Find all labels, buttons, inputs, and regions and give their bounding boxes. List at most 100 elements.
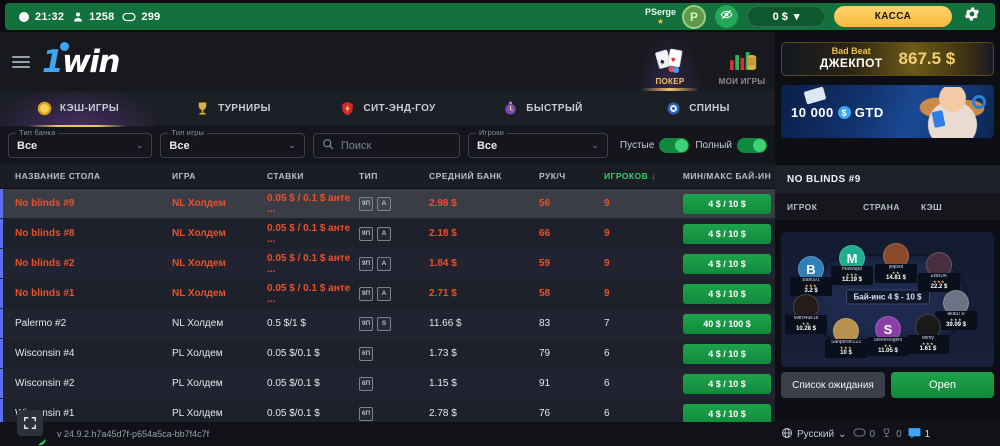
table-row[interactable]: Wisconsin #1 PL Холдем 0.05 $/0.1 $ 6П 2.78 …: [0, 399, 775, 422]
col-header-bank[interactable]: СРЕДНИЙ БАНК: [429, 171, 502, 181]
cell-stakes: 0.05 $ / 0.1 $ анте ...: [267, 282, 351, 305]
seat-rating: ★★★: [845, 271, 859, 277]
brand-logo[interactable]: 1win: [42, 41, 120, 80]
seat-stack: 12.19 $: [841, 276, 863, 283]
nav-tab-my-games[interactable]: МОИ ИГРЫ: [709, 32, 775, 91]
cell-players: 7: [604, 318, 610, 329]
tab-cash-games-label: КЭШ-ИГРЫ: [59, 103, 120, 114]
user-icon: [72, 11, 84, 23]
avatar[interactable]: P: [682, 4, 706, 29]
open-tables-counter[interactable]: 0: [852, 427, 875, 441]
hide-balance-button[interactable]: [715, 5, 738, 28]
seat-stack: 22.2 $: [930, 283, 948, 290]
bank-type-select[interactable]: Тип банка Все ⌄: [8, 128, 153, 158]
buyin-button[interactable]: 40 $ / 100 $: [683, 313, 771, 334]
waiting-list-button[interactable]: Список ожидания: [781, 372, 885, 398]
col-header-game[interactable]: ИГРА: [172, 171, 196, 181]
search-input[interactable]: Поиск: [312, 133, 460, 158]
col-header-stakes[interactable]: СТАВКИ: [267, 171, 304, 181]
table-row[interactable]: Palermo #2 NL Холдем 0.5 $/1 $ 9П S 11.66 $ 83…: [0, 309, 775, 339]
empty-toggle[interactable]: [659, 138, 690, 153]
table-row[interactable]: No blinds #1 NL Холдем 0.05 $ / 0.1 $ анте…: [0, 279, 775, 309]
players-filter-select[interactable]: Игроки Все ⌄: [467, 128, 608, 158]
tab-spins[interactable]: СПИНЫ: [620, 91, 775, 127]
game-type-select[interactable]: Тип игры Все ⌄: [160, 128, 305, 158]
nav-tab-poker[interactable]: ♠ ♥ ПОКЕР: [637, 32, 703, 91]
col-header-buyin[interactable]: МИН/МАКС БАЙ-ИН: [682, 171, 772, 181]
preview-col-country: СТРАНА: [863, 201, 900, 212]
col-header-name[interactable]: НАЗВАНИЕ СТОЛА: [15, 171, 101, 181]
tournaments-counter[interactable]: 0: [881, 427, 902, 442]
cell-game: PL Холдем: [172, 408, 223, 419]
poker-seat[interactable]: Minty ★★★ 1.61 $: [905, 314, 951, 354]
jackpot-title: ДЖЕКПОТ: [819, 56, 883, 71]
table-row[interactable]: Wisconsin #4 PL Холдем 0.05 $/0.1 $ 6П 1.73 …: [0, 339, 775, 369]
col-header-players[interactable]: ИГРОКОВ ↓: [604, 171, 656, 181]
cell-hands-per-hour: 66: [539, 228, 551, 239]
balance-selector[interactable]: 0 $ ▾: [747, 6, 825, 27]
cell-average-bank: 1.73 $: [429, 348, 457, 359]
full-toggle[interactable]: [736, 138, 767, 153]
nav-tab-my-games-label: МОИ ИГРЫ: [718, 77, 766, 86]
type-badge: 9П: [359, 286, 373, 301]
settings-button[interactable]: [961, 6, 983, 28]
buyin-button[interactable]: 4 $ / 10 $: [683, 373, 771, 394]
fullscreen-icon[interactable]: [17, 410, 43, 436]
poker-seat[interactable]: B Ban091 ★★★ 3.2 $: [788, 256, 834, 296]
type-badge: 6П: [359, 406, 373, 421]
seat-player-name: akauT.k: [947, 312, 965, 317]
tab-tournaments[interactable]: ТУРНИРЫ: [155, 91, 310, 127]
tab-cash-games[interactable]: КЭШ-ИГРЫ: [0, 90, 155, 128]
cashier-button[interactable]: КАССА: [834, 6, 952, 27]
tab-sit-and-go[interactable]: СИТ-ЭНД-ГОУ: [310, 91, 465, 127]
chat-counter[interactable]: 1: [908, 427, 930, 442]
cell-hands-per-hour: 58: [539, 288, 551, 299]
hamburger-menu-icon[interactable]: [12, 53, 30, 71]
language-selector[interactable]: Русский ⌄: [781, 427, 847, 442]
trophy-icon: [881, 427, 892, 442]
seat-player-name: Mitro4uk18: [793, 316, 819, 321]
buyin-button[interactable]: 4 $ / 10 $: [683, 253, 771, 274]
seat-stack: 3.2 $: [804, 287, 818, 294]
cell-game: NL Холдем: [172, 288, 226, 299]
cell-average-bank: 1.84 $: [429, 258, 457, 269]
poker-seat[interactable]: akauT.k ★★★ 39.09 $: [933, 290, 979, 330]
buyin-button[interactable]: 4 $ / 10 $: [683, 403, 771, 422]
cell-stakes: 0.05 $ / 0.1 $ анте ...: [267, 222, 351, 245]
cell-game: PL Холдем: [172, 378, 223, 389]
poker-seat[interactable]: EBBDK ★★★ 22.2 $: [916, 252, 962, 292]
svg-text:♠: ♠: [659, 57, 666, 67]
tab-fast[interactable]: БЫСТРЫЙ: [465, 91, 620, 127]
poker-seat[interactable]: S SteveRogers ★★ 11.05 $: [865, 316, 911, 356]
promo-card-icon: [803, 86, 827, 105]
chat-icon: [908, 427, 921, 442]
cell-average-bank: 2.71 $: [429, 288, 457, 299]
preview-actions: Список ожидания Open: [781, 372, 994, 398]
promo-banner[interactable]: 10 000 $ GTD: [781, 85, 994, 138]
buyin-button[interactable]: 4 $ / 10 $: [683, 283, 771, 304]
poker-seat[interactable]: Mitro4uk18 ★★ 10.28 $: [783, 294, 829, 334]
user-profile[interactable]: PSerge ★ P: [645, 4, 706, 29]
cell-average-bank: 2.98 $: [429, 198, 457, 209]
bad-beat-jackpot-banner[interactable]: Bad Beat ДЖЕКПОТ 867.5 $: [781, 42, 994, 76]
poker-seat[interactable]: jeqoxd ★★ 14.81 $: [873, 243, 919, 283]
col-header-hands[interactable]: РУК/Ч: [539, 171, 566, 181]
cell-game: NL Холдем: [172, 318, 224, 329]
full-toggle-knob: [752, 139, 766, 152]
trophy-icon: [194, 100, 211, 117]
buyin-button[interactable]: 4 $ / 10 $: [683, 343, 771, 364]
table-row[interactable]: No blinds #8 NL Холдем 0.05 $ / 0.1 $ анте…: [0, 219, 775, 249]
buyin-button[interactable]: 4 $ / 10 $: [683, 193, 771, 214]
buyin-button[interactable]: 4 $ / 10 $: [683, 223, 771, 244]
table-row[interactable]: No blinds #9 NL Холдем 0.05 $ / 0.1 $ анте…: [0, 189, 775, 219]
col-header-type[interactable]: ТИП: [359, 171, 378, 181]
table-row[interactable]: No blinds #2 NL Холдем 0.05 $ / 0.1 $ анте…: [0, 249, 775, 279]
poker-seat[interactable]: Sanpbran123 ★★★ 10 $: [823, 318, 869, 358]
table-row[interactable]: Wisconsin #2 PL Холдем 0.05 $/0.1 $ 6П 1.15 …: [0, 369, 775, 399]
tables-count: 299: [122, 11, 160, 23]
open-table-button[interactable]: Open: [891, 372, 994, 398]
cell-table-name: Wisconsin #4: [15, 348, 75, 359]
spin-wheel-icon: [665, 100, 682, 117]
